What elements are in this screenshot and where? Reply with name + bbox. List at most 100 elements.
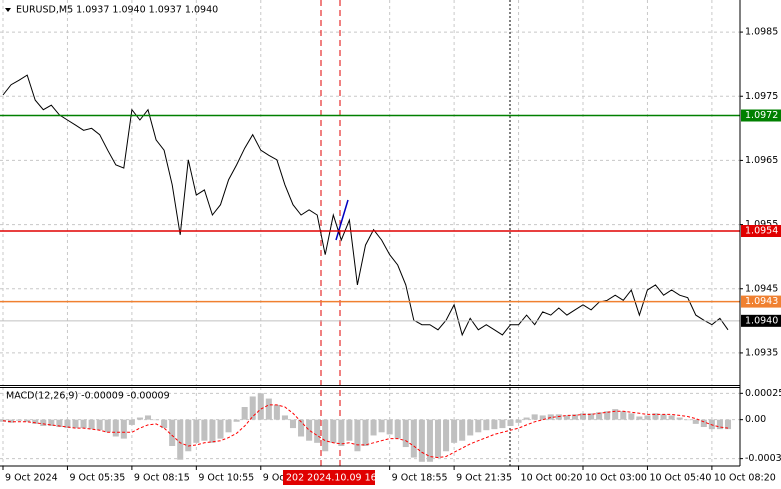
histogram-bar bbox=[684, 419, 691, 421]
level-label-bg bbox=[741, 225, 781, 237]
level-label: 1.0972 bbox=[745, 110, 778, 121]
histogram-bar bbox=[32, 419, 39, 424]
histogram-bar bbox=[443, 419, 450, 452]
histogram-bar bbox=[724, 419, 732, 430]
histogram-bar bbox=[112, 419, 119, 437]
histogram-bar bbox=[716, 419, 723, 430]
histogram-bar bbox=[161, 419, 168, 429]
histogram-bar bbox=[636, 416, 643, 420]
histogram-bar bbox=[612, 409, 619, 420]
y-tick-label: 1.0985 bbox=[745, 27, 778, 38]
histogram-bar bbox=[249, 396, 256, 420]
histogram-bar bbox=[692, 419, 699, 424]
x-tick-label: 9 Oct 10:55 bbox=[198, 473, 254, 484]
histogram-bar bbox=[80, 419, 87, 429]
histogram-bar bbox=[136, 417, 143, 420]
histogram-bar bbox=[185, 419, 192, 452]
y-tick-label: 1.0955 bbox=[745, 219, 778, 230]
histogram-bar bbox=[306, 419, 313, 441]
histogram-bar bbox=[209, 419, 216, 443]
histogram-bar bbox=[48, 419, 55, 426]
histogram-bar bbox=[507, 419, 514, 426]
histogram-bar bbox=[523, 417, 530, 420]
histogram-bar bbox=[402, 419, 409, 448]
histogram-bar bbox=[628, 413, 635, 420]
histogram-bar bbox=[644, 415, 651, 420]
x-tick-label: 9 Oct 08:15 bbox=[134, 473, 190, 484]
histogram-bar bbox=[56, 419, 63, 428]
histogram-bar bbox=[281, 415, 288, 420]
chart-title: EURUSD,M5 1.0937 1.0940 1.0937 1.0940 bbox=[16, 5, 218, 16]
y-tick-label: 0.00 bbox=[745, 414, 766, 425]
trend-line bbox=[335, 199, 349, 241]
y-tick-label: 1.0945 bbox=[745, 283, 778, 294]
histogram-bar bbox=[72, 419, 79, 429]
histogram-bar bbox=[410, 419, 417, 458]
level-label: 1.0940 bbox=[745, 315, 778, 326]
x-tick-label: 9 Oct 21:35 bbox=[456, 473, 512, 484]
histogram-bar bbox=[88, 419, 95, 430]
histogram-bar bbox=[8, 419, 15, 423]
level-label-bg bbox=[741, 314, 781, 327]
histogram-bar bbox=[177, 419, 184, 460]
level-label-bg bbox=[741, 295, 781, 308]
histogram-bar bbox=[322, 419, 329, 452]
x-tick-label: 10 Oct 03:00 bbox=[585, 473, 647, 484]
y-tick-label: 1.0975 bbox=[745, 91, 778, 102]
histogram-bar bbox=[563, 415, 570, 420]
cursor-label-bg bbox=[283, 470, 375, 485]
histogram-bar bbox=[620, 411, 627, 420]
histogram-bar bbox=[169, 419, 176, 446]
histogram-bar bbox=[257, 393, 264, 420]
histogram-bar bbox=[24, 419, 31, 422]
histogram-bar bbox=[273, 404, 280, 420]
histogram-bar bbox=[386, 419, 393, 435]
histogram-bar bbox=[579, 413, 587, 420]
x-tick-label: 9 Oct 05:35 bbox=[69, 473, 125, 484]
histogram-bar bbox=[418, 419, 425, 462]
histogram-bar bbox=[499, 419, 506, 429]
histogram-bar bbox=[225, 419, 232, 433]
histogram-bar bbox=[467, 419, 474, 436]
histogram-bar bbox=[330, 419, 337, 443]
histogram-bar bbox=[298, 419, 305, 437]
histogram-bar bbox=[668, 415, 675, 420]
y-tick-label: 0.00025 bbox=[745, 388, 781, 399]
histogram-bar bbox=[652, 413, 659, 420]
histogram-bar bbox=[394, 419, 401, 439]
histogram-bar bbox=[153, 419, 160, 421]
histogram-bar bbox=[201, 419, 208, 441]
histogram-bar bbox=[475, 419, 482, 433]
price-line bbox=[2, 74, 729, 337]
histogram-bar bbox=[604, 411, 611, 420]
histogram-bar bbox=[547, 414, 554, 420]
histogram-bar bbox=[483, 419, 490, 431]
histogram-bar bbox=[64, 419, 71, 429]
x-tick-label: 9 Oct bbox=[263, 473, 289, 484]
histogram-bar bbox=[434, 419, 442, 458]
y-tick-label: 1.0965 bbox=[745, 155, 778, 166]
histogram-bar bbox=[338, 419, 345, 446]
histogram-bar bbox=[354, 419, 361, 452]
x-tick-label: 9 Oct 18:55 bbox=[392, 473, 448, 484]
histogram-bar bbox=[700, 419, 707, 428]
histogram-bar bbox=[426, 419, 433, 462]
x-tick-label: 9 Oct 2024 bbox=[5, 473, 58, 484]
histogram-bar bbox=[539, 415, 546, 420]
y-tick-label: -0.00037 bbox=[745, 453, 781, 464]
level-label-bg bbox=[741, 109, 781, 122]
y-tick-label: 1.0935 bbox=[745, 347, 778, 358]
histogram-bar bbox=[378, 419, 385, 433]
histogram-bar bbox=[459, 419, 466, 441]
histogram-bar bbox=[144, 415, 152, 420]
histogram-bar bbox=[217, 419, 224, 439]
histogram-bar bbox=[370, 419, 377, 436]
histogram-bar bbox=[571, 414, 578, 420]
histogram-bar bbox=[531, 414, 538, 420]
level-label: 1.0954 bbox=[745, 226, 778, 237]
cursor-label: 202 2024.10.09 16:55 bbox=[286, 473, 392, 484]
histogram-bar bbox=[241, 407, 248, 420]
histogram-bar bbox=[660, 414, 667, 420]
